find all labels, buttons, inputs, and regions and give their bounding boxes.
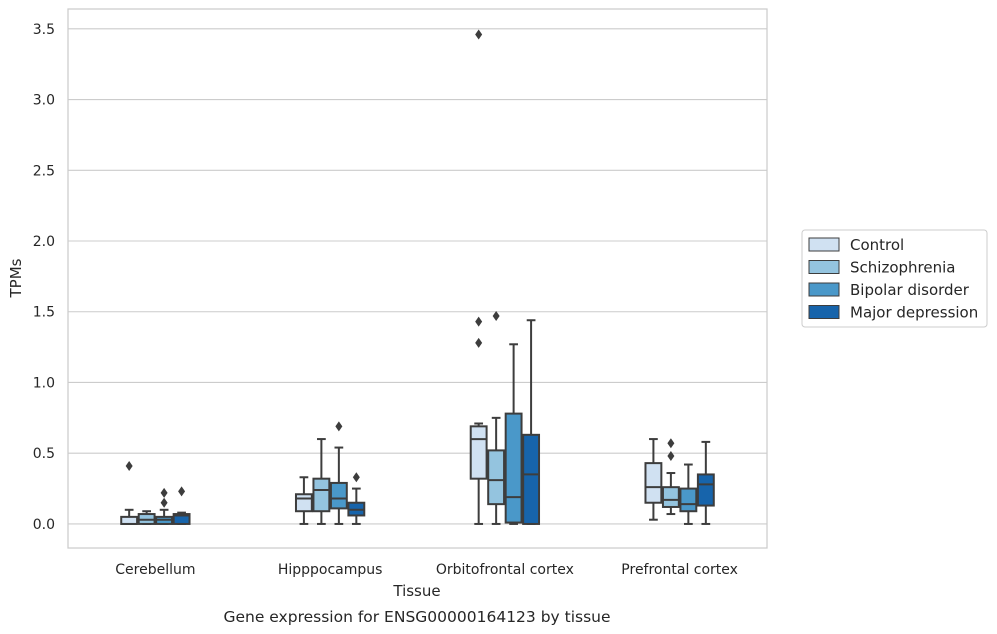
legend-swatch [808,305,840,319]
x-tick-label: Hipppocampus [278,562,383,578]
legend-label: Bipolar disorder [850,281,970,299]
box-major-depression [696,440,715,525]
y-tick-label: 2.5 [33,163,55,179]
box-bipolar-disorder [504,343,523,525]
y-tick-label: 0.5 [33,446,55,462]
gridlines [68,28,767,525]
y-tick-label: 0.0 [33,517,55,533]
box-iqr [522,433,541,525]
legend-swatch [808,237,840,252]
outlier-point [492,310,500,321]
box-control [644,438,663,521]
legend: Control Schizophrenia Bipolar disorder Majo… [801,229,988,328]
y-tick-label: 2.0 [33,234,55,250]
legend-label: Schizophrenia [850,259,955,277]
y-tick-label: 3.0 [33,93,55,109]
outlier-point [667,438,675,449]
box-iqr [469,425,488,480]
outlier-point [125,460,133,471]
boxes-layer [120,29,715,525]
x-tick-label: Orbitofrontal cortex [436,562,574,578]
outlier-point [160,497,168,508]
legend-swatch [808,260,840,274]
box-iqr [329,481,348,510]
legend-swatch [808,282,840,297]
box-major-depression [172,486,191,525]
chart-caption: Gene expression for ENSG00000164123 by t… [223,608,610,626]
box-iqr [679,487,698,513]
box-iqr [696,473,715,507]
box-iqr [294,493,313,513]
outlier-point [475,316,483,327]
x-tick-label: Cerebellum [115,562,195,578]
y-tick-label: 3.5 [33,22,55,38]
box-control [120,460,139,525]
box-schizophrenia [661,438,680,516]
box-control [469,29,488,525]
y-tick-label: 1.5 [33,305,55,321]
outlier-point [475,337,483,348]
outlier-point [475,29,483,40]
box-iqr [661,486,680,508]
box-bipolar-disorder [155,487,174,525]
legend-label: Major depression [850,304,978,322]
box-major-depression [347,472,366,525]
outlier-point [352,472,360,483]
box-schizophrenia [487,310,506,525]
box-iqr [172,513,191,525]
outlier-point [178,486,186,497]
y-tick-labels: 0.0 0.5 1.0 1.5 2.0 2.5 3.0 3.5 [33,22,55,533]
plot-frame [67,8,768,549]
legend-frame [801,229,988,328]
box-major-depression [522,319,541,525]
box-iqr [120,515,139,525]
legend-label: Control [850,236,904,254]
box-bipolar-disorder [679,463,698,525]
box-schizophrenia [137,510,156,525]
box-bipolar-disorder [329,421,348,525]
y-tick-label: 1.0 [33,375,55,391]
box-iqr [487,449,506,506]
outlier-point [335,421,343,432]
outlier-point [160,487,168,498]
box-schizophrenia [312,438,331,525]
box-iqr [504,412,523,524]
x-tick-label: Prefrontal cortex [621,562,738,578]
box-iqr [644,462,663,504]
y-axis-title: TPMs [7,258,25,298]
box-control [294,476,313,525]
box-iqr [312,477,331,513]
x-axis-title: Tissue [392,582,440,600]
x-tick-labels: Cerebellum Hipppocampus Orbitofrontal cort… [115,562,738,578]
outlier-point [667,451,675,462]
